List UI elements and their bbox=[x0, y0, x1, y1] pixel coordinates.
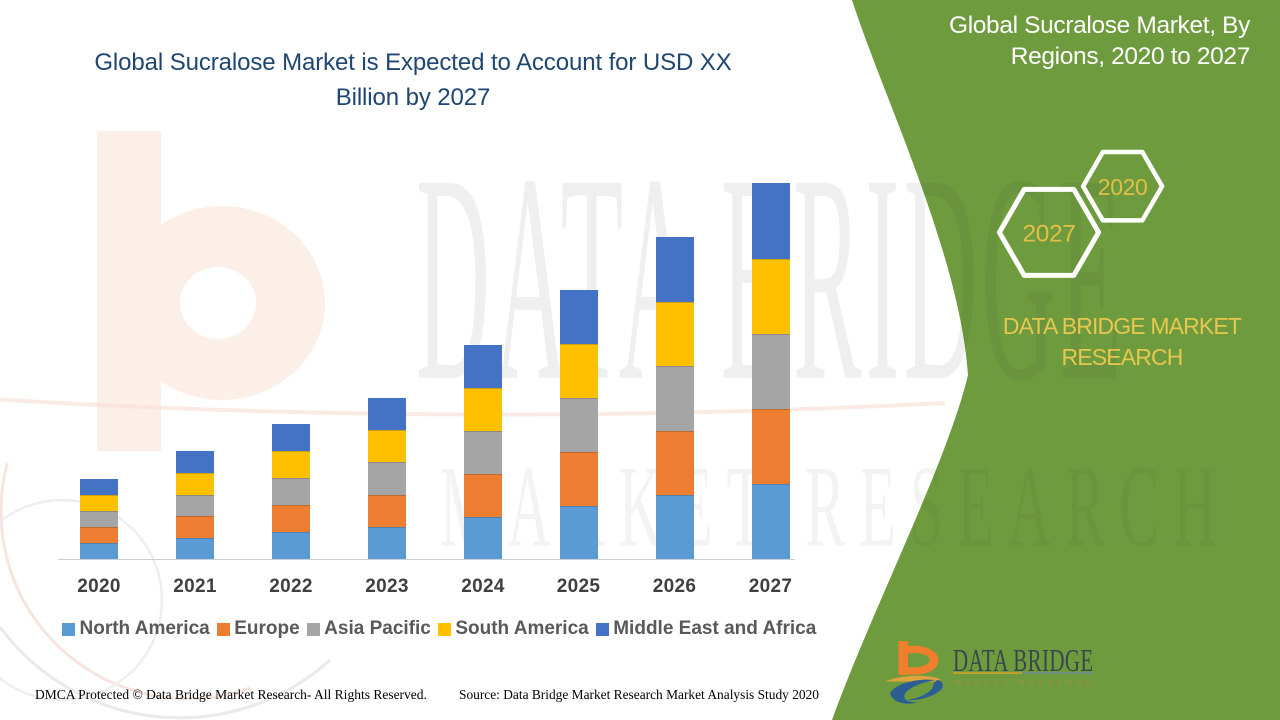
svg-text:2027: 2027 bbox=[1023, 220, 1076, 247]
svg-text:DATA BRIDGE: DATA BRIDGE bbox=[953, 642, 1094, 677]
svg-text:MARKET RESEARCH: MARKET RESEARCH bbox=[954, 678, 1096, 688]
svg-text:2020: 2020 bbox=[1098, 174, 1148, 200]
